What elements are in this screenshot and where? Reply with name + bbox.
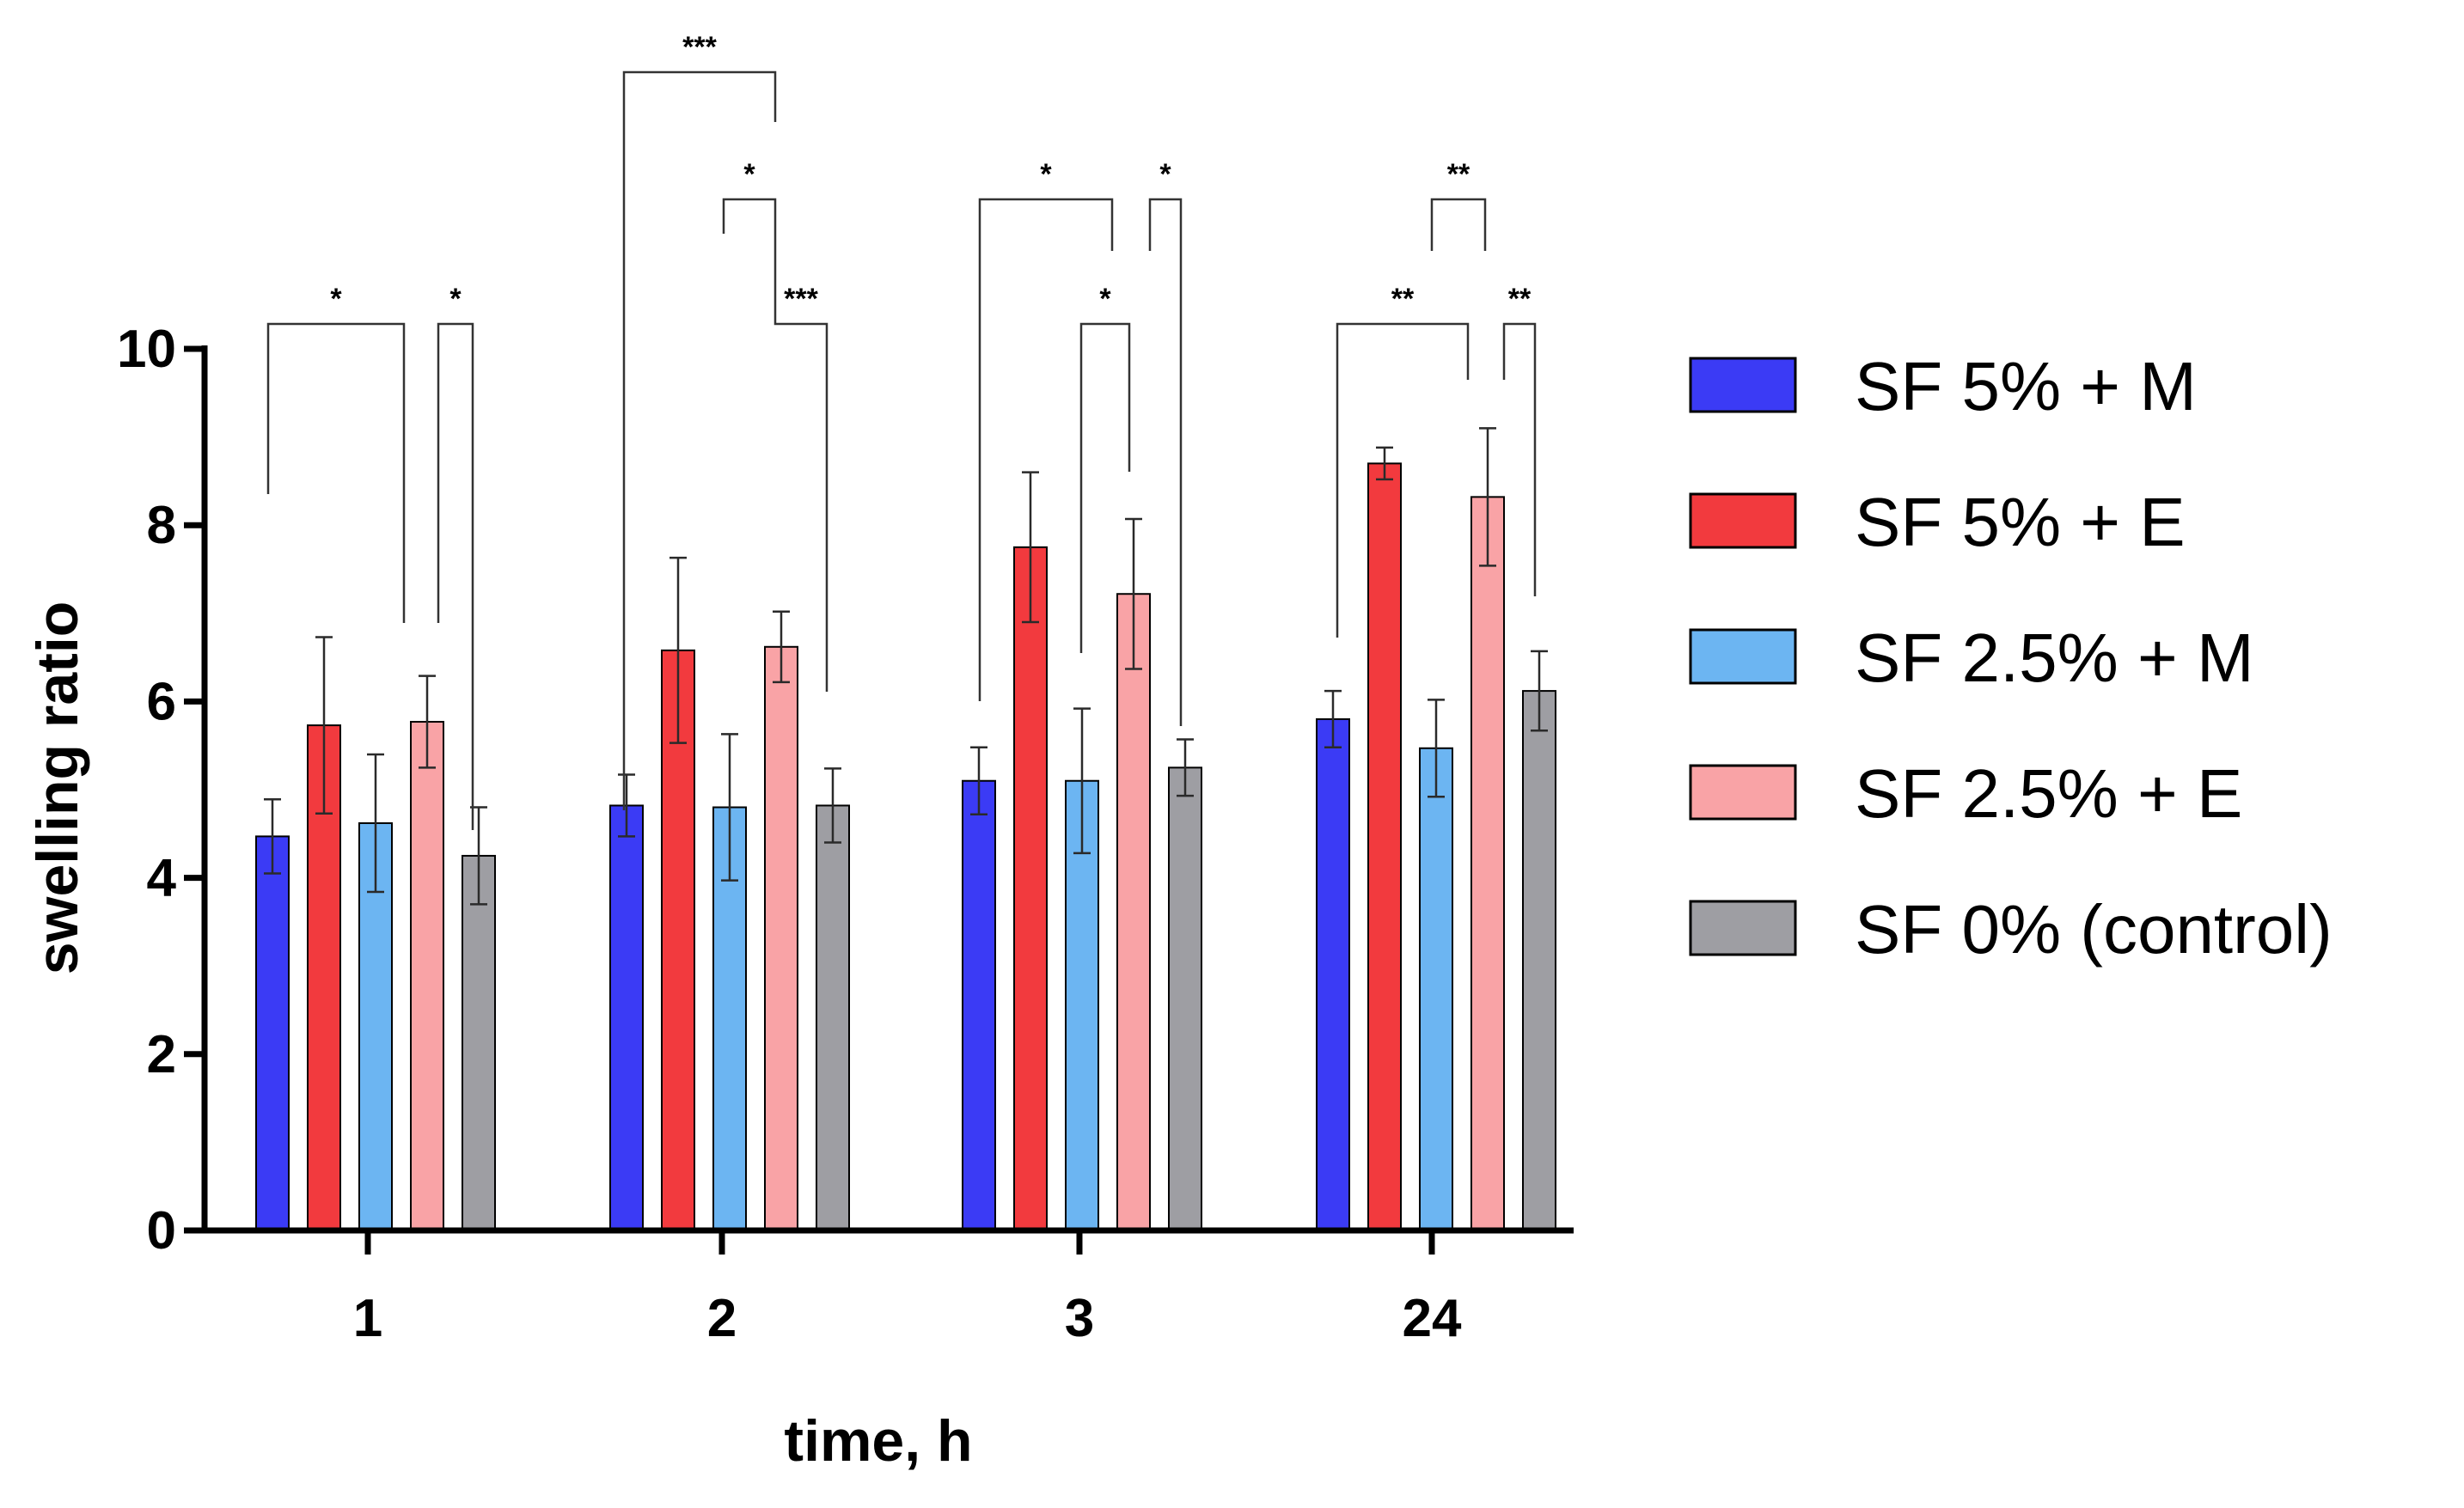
y-tick-label: 8 <box>147 496 176 555</box>
axes-layer <box>201 345 1574 1234</box>
significance-bracket <box>1430 198 1487 251</box>
bars-layer <box>255 462 1556 1232</box>
x-tick-label: 3 <box>1065 1289 1094 1348</box>
y-tick-label: 4 <box>147 849 177 908</box>
y-tick-label: 6 <box>147 672 176 731</box>
legend-label: SF 5% + M <box>1855 348 2197 424</box>
legend-swatch <box>1689 357 1797 413</box>
x-axis-title: time, h <box>784 1408 972 1474</box>
legend-swatch <box>1689 764 1797 821</box>
legend: SF 5% + M SF 5% + E SF 2.5% + M SF 2.5% + E… <box>1689 348 2333 968</box>
legend-swatch <box>1689 900 1797 956</box>
bar <box>1419 747 1453 1231</box>
significance-brackets-layer: * ********* ****** ** <box>266 31 1537 830</box>
significance-label: *** <box>784 283 818 315</box>
significance-label: * <box>1099 283 1111 315</box>
significance-bracket <box>1148 198 1183 726</box>
significance-bracket <box>773 251 828 692</box>
y-tick-label: 2 <box>147 1025 176 1084</box>
y-tick-label: 0 <box>147 1201 176 1261</box>
y-tick-label: 10 <box>117 320 176 379</box>
significance-bracket <box>1502 322 1537 596</box>
bar <box>1116 593 1151 1231</box>
significance-bracket <box>266 322 406 623</box>
legend-label: SF 2.5% + E <box>1855 755 2242 832</box>
significance-bracket <box>722 198 777 251</box>
bar <box>712 806 747 1232</box>
bar <box>462 854 496 1231</box>
significance-label: ** <box>1447 158 1470 191</box>
x-tick-label: 1 <box>353 1289 382 1348</box>
bar <box>1522 690 1556 1231</box>
significance-bracket <box>1336 322 1470 638</box>
significance-label: * <box>449 283 462 315</box>
x-tick-label: 24 <box>1403 1289 1462 1348</box>
legend-swatch <box>1689 492 1797 549</box>
bar <box>609 804 644 1232</box>
significance-label: ** <box>1508 283 1532 315</box>
x-ticks-layer: 1 2 3 24 <box>353 1230 1462 1348</box>
bar <box>661 649 695 1231</box>
error-bars-layer <box>264 427 1548 906</box>
bar <box>816 804 850 1232</box>
significance-label: * <box>330 283 342 315</box>
bar <box>962 779 996 1231</box>
bar <box>1470 496 1505 1231</box>
legend-label: SF 0% (control) <box>1855 891 2333 968</box>
significance-bracket <box>437 322 474 830</box>
significance-bracket <box>622 70 777 810</box>
legend-label: SF 2.5% + M <box>1855 620 2254 696</box>
significance-label: *** <box>682 31 717 64</box>
y-ticks-layer: 0 2 4 6 8 10 <box>117 320 205 1261</box>
x-tick-label: 2 <box>707 1289 737 1348</box>
bar <box>255 835 290 1231</box>
significance-bracket <box>1079 322 1131 653</box>
significance-label: * <box>743 158 755 191</box>
legend-label: SF 5% + E <box>1855 484 2186 560</box>
y-axis-title: swelling ratio <box>25 601 90 975</box>
bar <box>410 720 444 1231</box>
significance-label: * <box>1159 158 1171 191</box>
significance-label: * <box>1040 158 1052 191</box>
bar <box>1367 462 1402 1231</box>
bar <box>1013 546 1048 1231</box>
significance-bracket <box>978 198 1114 701</box>
bar <box>764 645 798 1231</box>
legend-swatch <box>1689 628 1797 685</box>
significance-label: ** <box>1391 283 1415 315</box>
bar <box>1316 717 1350 1231</box>
bar <box>1168 766 1202 1231</box>
